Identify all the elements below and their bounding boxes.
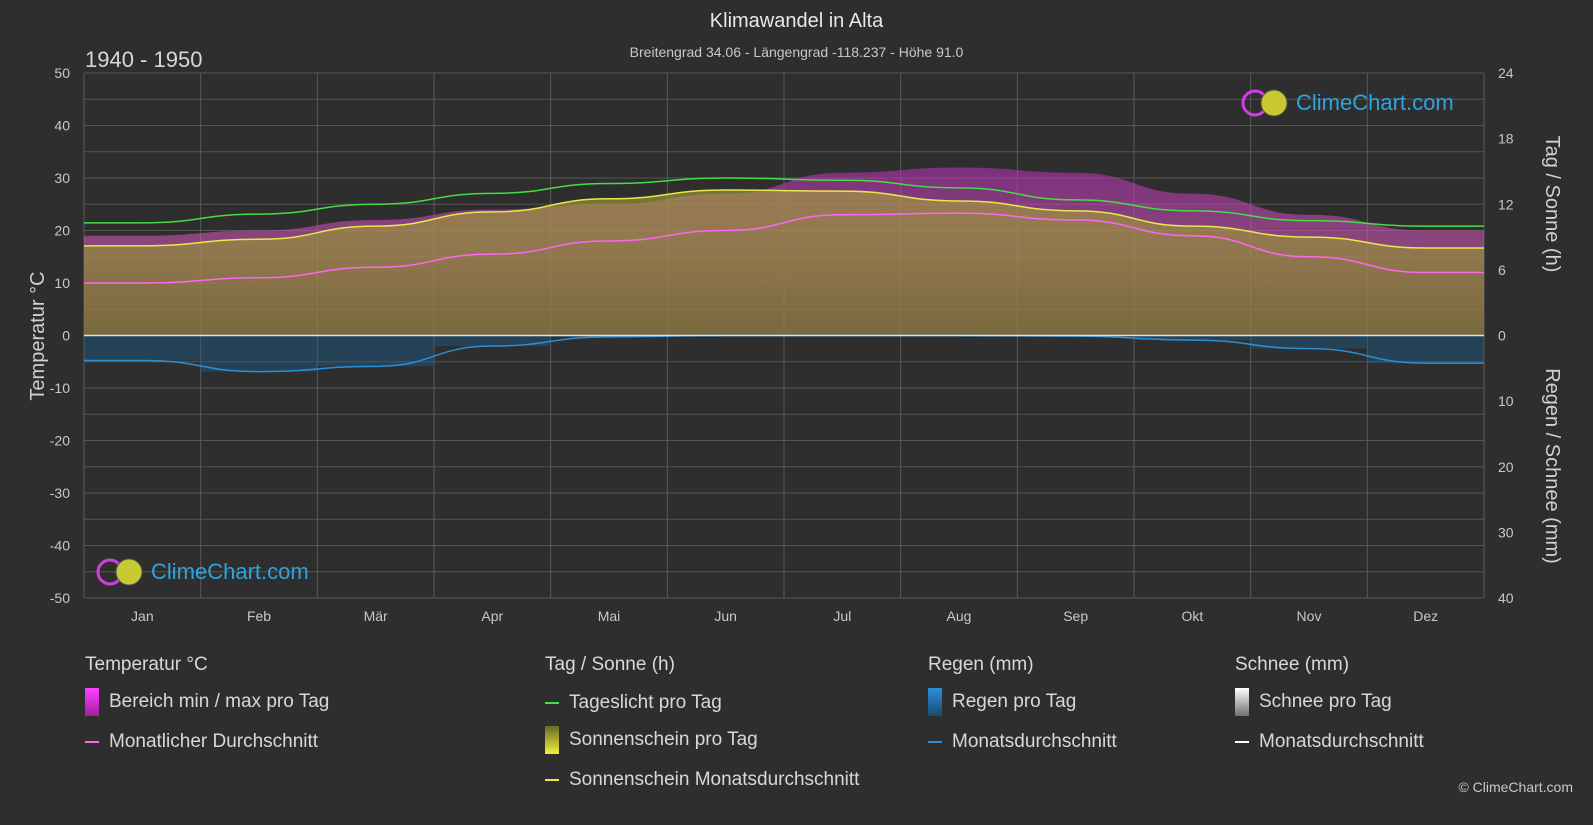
right-sun-tick-label: 24 [1498,65,1514,81]
legend-daylight: Tageslicht pro Tag [545,692,722,714]
right-rain-tick-label: 20 [1498,459,1514,475]
temp-avg-line [83,212,1484,284]
brand-text-top: ClimeChart.com [1296,90,1454,115]
legend-sunshine-label: Sonnenschein pro Tag [569,729,758,750]
rain-bar [1367,335,1484,364]
left-tick-label: -10 [50,380,70,396]
copyright: © ClimeChart.com [1458,779,1573,795]
legend-sunshine: Sonnenschein pro Tag [545,726,758,754]
legend-rain-day-label: Regen pro Tag [952,691,1077,712]
left-tick-label: 0 [62,328,70,344]
legend-snow-avg: Monatsdurchschnitt [1235,731,1424,753]
right-rain-tick-label: 10 [1498,393,1514,409]
left-tick-label: -20 [50,433,70,449]
climechart-logo-icon [96,558,143,586]
month-tick-label: Nov [1297,608,1322,624]
legend-rain-heading: Regen (mm) [928,654,1034,675]
temp-avg-swatch [85,741,99,743]
right-sun-tick-label: 12 [1498,196,1514,212]
snow-avg-swatch [1235,741,1249,743]
right-sun-tick-label: 0 [1498,328,1506,344]
temp-range-swatch [85,688,99,716]
data-bands [84,167,1484,372]
rain-bar [200,335,318,372]
legend-temp-range-label: Bereich min / max pro Tag [109,691,330,712]
left-tick-label: 20 [54,223,70,239]
legend-temp-heading: Temperatur °C [85,654,208,675]
legend-snow-day: Schnee pro Tag [1235,688,1392,716]
month-tick-label: Feb [247,608,271,624]
month-tick-label: Mai [598,608,621,624]
rain-bar [84,335,201,361]
sunshine-area [84,190,1484,336]
snow-day-swatch [1235,688,1249,716]
month-tick-label: Jul [833,608,851,624]
legend-sun-heading: Tag / Sonne (h) [545,654,675,675]
right-rain-tick-label: 40 [1498,590,1514,606]
data-lines [83,177,1484,373]
sunshine-swatch [545,726,559,754]
right-sun-tick-label: 18 [1498,131,1514,147]
rain-bar [1134,335,1251,341]
brand-text-bottom: ClimeChart.com [151,559,309,584]
month-tick-label: Aug [947,608,972,624]
month-tick-label: Sep [1063,608,1088,624]
climechart-logo-icon [1241,89,1288,117]
brand-logo-bottom: ClimeChart.com [95,557,309,587]
chart-title: Klimawandel in Alta [709,10,884,32]
left-tick-label: 30 [54,170,70,186]
right-rain-tick-label: 30 [1498,524,1514,540]
rain-bar [434,335,551,346]
rain-avg-swatch [928,741,942,743]
month-tick-label: Mär [364,608,388,624]
daylight-line [84,177,1484,227]
legend-sunshine-avg: Sonnenschein Monatsdurchschnitt [545,769,859,791]
legend-sunshine-avg-label: Sonnenschein Monatsdurchschnitt [569,769,860,790]
legend-temp-range: Bereich min / max pro Tag [85,688,329,716]
left-tick-label: 40 [54,118,70,134]
axis-ticks: 50 40 30 20 10 0 -10 -20 -30 -40 -50 24 18 12 6 0 10 20 30… [50,65,1514,624]
brand-logo-top: ClimeChart.com [1240,88,1454,118]
rain-day-swatch [928,688,942,716]
right-axis-title-rain: Regen / Schnee (mm) [1541,368,1563,564]
rain-bar [1250,335,1368,349]
left-tick-label: 10 [54,275,70,291]
month-tick-label: Dez [1413,608,1438,624]
legend-temp-avg: Monatlicher Durchschnitt [85,731,318,753]
month-tick-label: Okt [1181,608,1203,624]
legend-temp-avg-label: Monatlicher Durchschnitt [109,731,319,752]
legend-snow-heading: Schnee (mm) [1235,654,1350,675]
legend-snow-day-label: Schnee pro Tag [1259,691,1392,712]
period-label: 1940 - 1950 [85,47,203,72]
legend-rain-avg: Monatsdurchschnitt [928,731,1117,753]
legend-snow-avg-label: Monatsdurchschnitt [1259,731,1424,752]
left-tick-label: 50 [54,65,70,81]
sunshine-avg-line [83,189,1484,249]
left-tick-label: -50 [50,590,70,606]
left-tick-label: -40 [50,538,70,554]
right-axis-title-sun: Tag / Sonne (h) [1541,136,1563,273]
left-tick-label: -30 [50,485,70,501]
rain-bar [317,335,434,367]
legend-rain-day: Regen pro Tag [928,688,1076,716]
right-sun-tick-label: 6 [1498,262,1506,278]
month-tick-label: Apr [481,608,503,624]
legend-rain-avg-label: Monatsdurchschnitt [952,731,1117,752]
daylight-swatch [545,702,559,704]
sunshine-avg-swatch [545,779,559,781]
legend-daylight-label: Tageslicht pro Tag [569,692,722,713]
chart-subtitle: Breitengrad 34.06 - Längengrad -118.237 … [629,44,964,60]
month-tick-label: Jun [714,608,737,624]
left-axis-title: Temperatur °C [27,271,49,400]
month-tick-label: Jan [131,608,154,624]
